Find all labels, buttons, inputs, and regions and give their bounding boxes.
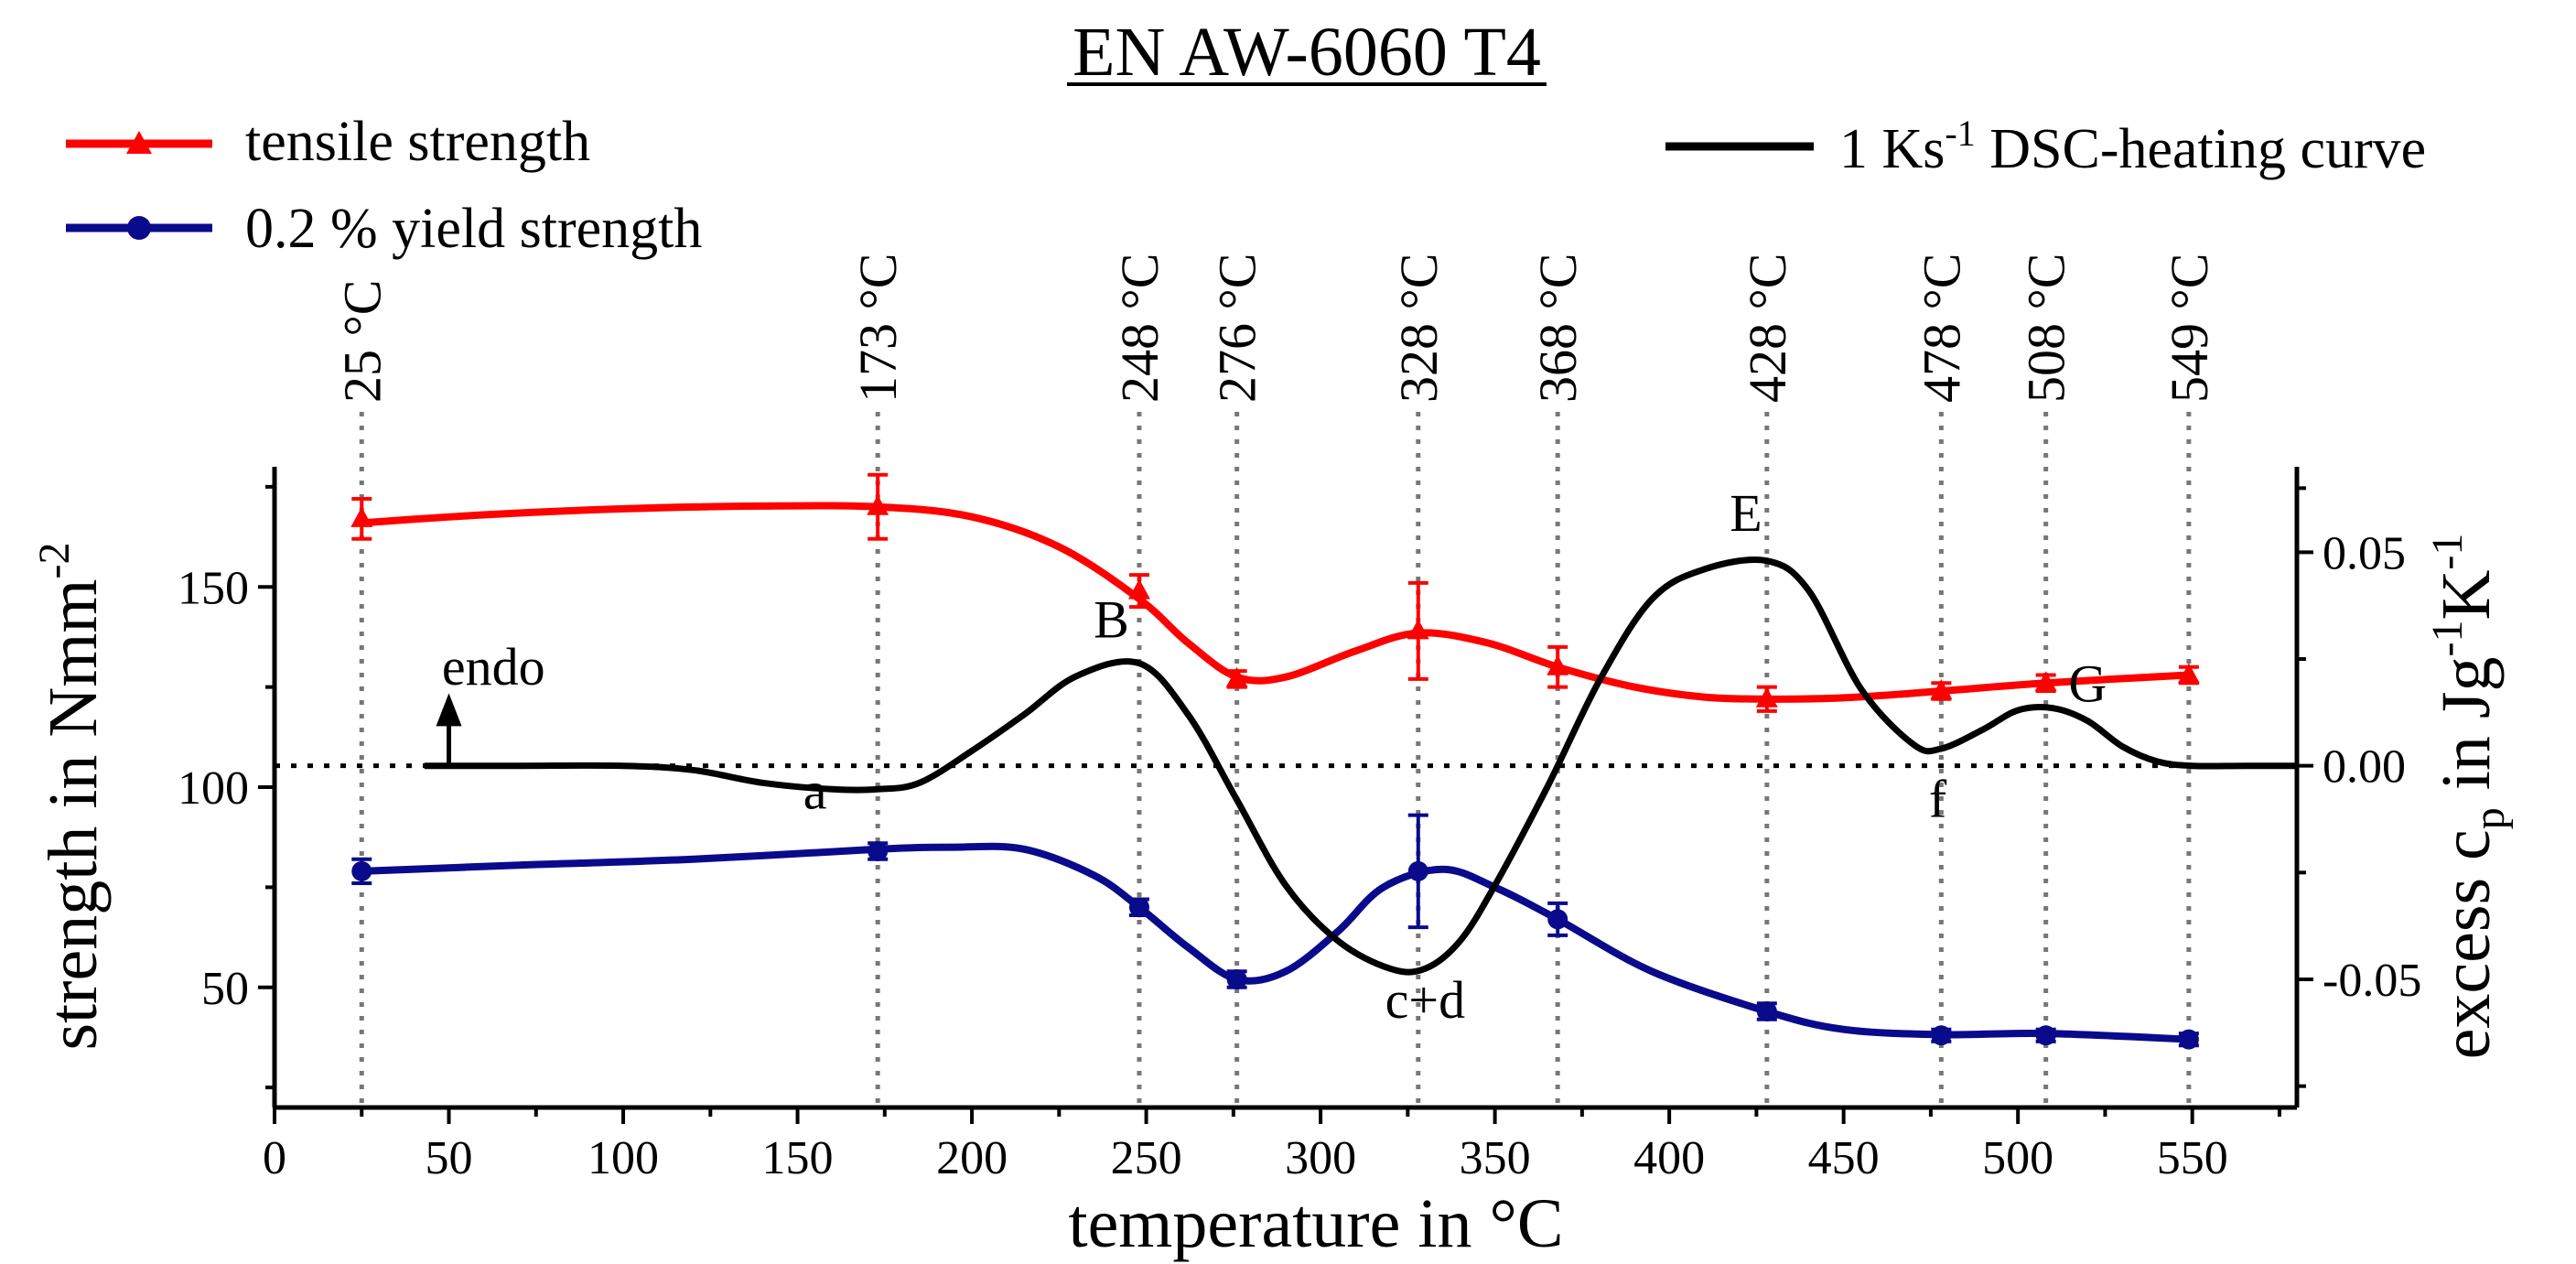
legend-tensile-label: tensile strength — [245, 111, 590, 173]
annotation-endo: endo — [442, 637, 545, 697]
yield-point — [1931, 1025, 1952, 1046]
tensile-point — [1547, 654, 1569, 675]
annotation-E: E — [1730, 483, 1762, 543]
tensile-curve — [361, 502, 2190, 703]
y-right-tick-label: -0.05 — [2323, 955, 2421, 1007]
x-tick-label: 50 — [426, 1132, 473, 1184]
x-axis-title: temperature in °C — [1068, 1185, 1563, 1262]
reference-label: 508 °C — [2017, 254, 2076, 403]
error-bars — [351, 472, 2199, 1048]
annotation-f: f — [1929, 770, 1947, 829]
legend-dsc-label: 1 Ks-1 DSC-heating curve — [1839, 113, 2426, 180]
yield-point — [1407, 860, 1428, 881]
y-right-tick-label: 0.05 — [2323, 527, 2406, 579]
axes — [272, 467, 2300, 1110]
series-curves — [361, 502, 2297, 1043]
reference-label: 549 °C — [2160, 254, 2219, 403]
markers — [350, 494, 2200, 1050]
yield-point — [1226, 969, 1247, 989]
annotation-G: G — [2068, 654, 2107, 714]
x-tick-label: 350 — [1460, 1132, 1531, 1184]
y-left-axis-title: strength in Nmm-2 — [30, 542, 112, 1050]
ticks: 0 50 100 150 200 250 300 350 400 450 500 550 50 100 15… — [178, 484, 2421, 1184]
legend-yield-marker — [127, 216, 151, 240]
annotation-B: B — [1094, 590, 1129, 650]
endo-arrow-icon — [436, 693, 462, 727]
legend-yield-label: 0.2 % yield strength — [245, 198, 702, 260]
reference-label: 248 °C — [1110, 254, 1169, 403]
tensile-point — [1225, 666, 1248, 687]
x-tick-label: 250 — [1111, 1132, 1182, 1184]
x-tick-label: 0 — [263, 1132, 286, 1184]
x-tick-label: 300 — [1285, 1132, 1356, 1184]
reference-label: 25 °C — [332, 280, 392, 403]
reference-label: 173 °C — [848, 254, 908, 403]
x-tick-label: 400 — [1633, 1132, 1705, 1184]
reference-label: 428 °C — [1738, 254, 1797, 403]
x-tick-label: 100 — [587, 1132, 659, 1184]
dsc-curve — [424, 556, 2297, 976]
tensile-point — [1127, 578, 1150, 600]
chart-title: EN AW-6060 T4 — [1072, 14, 1541, 91]
reference-label: 328 °C — [1389, 254, 1449, 403]
reference-label: 276 °C — [1208, 254, 1267, 403]
tensile-point — [1407, 619, 1429, 640]
y-left-tick-label: 50 — [201, 963, 249, 1015]
yield-point — [2178, 1029, 2199, 1050]
yield-point — [1756, 1001, 1777, 1021]
y-left-tick-label: 100 — [178, 762, 249, 815]
yield-point — [1128, 897, 1149, 918]
y-right-axis-title: excess cp in Jg-1K-1 — [2423, 534, 2514, 1060]
legend: tensile strength 0.2 % yield strength 1 … — [66, 111, 2426, 260]
reference-label: 478 °C — [1912, 254, 1971, 403]
tensile-point — [2034, 671, 2057, 692]
reference-label: 368 °C — [1528, 254, 1588, 403]
x-tick-label: 150 — [762, 1132, 834, 1184]
x-tick-label: 550 — [2157, 1132, 2228, 1184]
x-tick-label: 200 — [936, 1132, 1008, 1184]
yield-point — [868, 841, 889, 861]
reference-lines — [359, 412, 2192, 1107]
legend-tensile-marker — [126, 131, 152, 154]
yield-point — [351, 860, 372, 881]
tensile-point — [867, 494, 889, 515]
tensile-point — [2177, 663, 2200, 684]
annotation-c-d: c+d — [1385, 970, 1465, 1030]
tensile-point — [350, 506, 373, 527]
yield-curve — [361, 842, 2190, 1043]
annotation-a: a — [803, 761, 827, 820]
yield-point — [1547, 909, 1568, 930]
x-tick-label: 500 — [1982, 1132, 2053, 1184]
y-right-tick-label: 0.00 — [2323, 741, 2406, 794]
tensile-point — [1755, 686, 1778, 708]
reference-labels: 25 °C 173 °C 248 °C 276 °C 328 °C 368 °C 428 °… — [332, 254, 2219, 403]
x-tick-label: 450 — [1808, 1132, 1880, 1184]
yield-point — [2035, 1025, 2056, 1046]
tensile-point — [1930, 679, 1953, 699]
y-left-tick-label: 150 — [178, 562, 249, 614]
